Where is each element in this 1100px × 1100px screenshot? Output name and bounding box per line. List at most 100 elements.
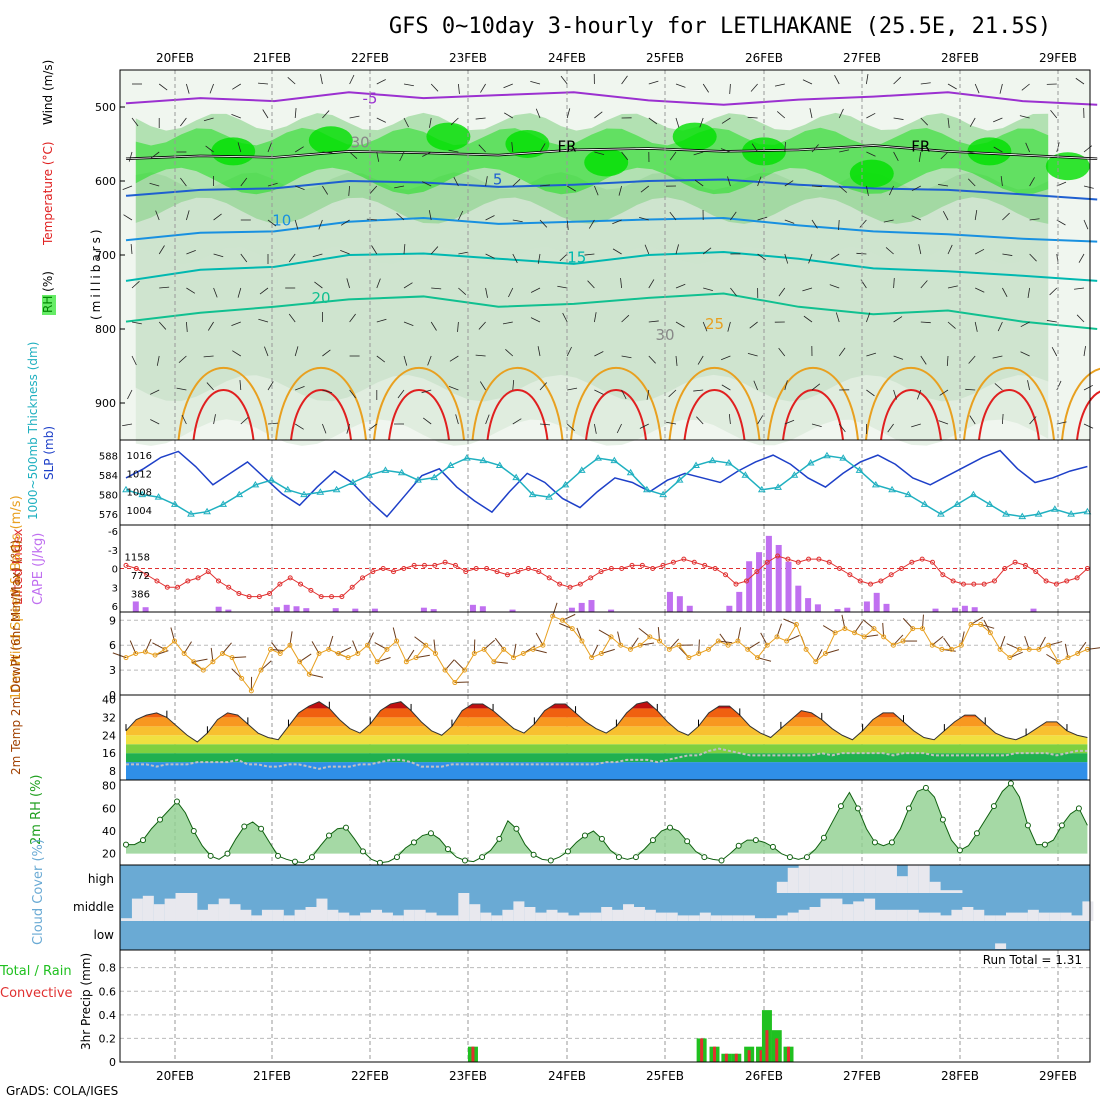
rh2m-marker [684, 838, 691, 845]
wind-barb [975, 287, 985, 293]
wind-speed-marker [764, 642, 770, 648]
wind-barb [267, 422, 278, 425]
cloud-cell [677, 915, 689, 921]
wind-speed-marker [676, 642, 682, 648]
thickness-tick: 576 [99, 510, 118, 521]
cloud-cell [842, 865, 854, 893]
cloud-cell [568, 915, 580, 921]
cape-bar [873, 592, 880, 612]
cloud-cell [381, 912, 393, 921]
wind-speed-marker [1055, 659, 1061, 665]
wind-speed-marker [365, 642, 371, 648]
rh-band [135, 246, 1049, 446]
pressure-tick: 700 [95, 249, 116, 262]
wind-barb [587, 280, 595, 289]
rh2m-marker [444, 846, 451, 853]
wind-barb [702, 83, 709, 93]
wind-barb [889, 185, 894, 196]
thickness-marker [953, 500, 962, 507]
wind-barb [703, 287, 713, 291]
wind-barb [753, 380, 758, 391]
cloud-cell [798, 909, 810, 921]
wind-speed-marker [919, 626, 925, 632]
cloud-cell [251, 915, 263, 921]
wind-barb [757, 176, 762, 187]
wind-barb [621, 151, 629, 161]
wind-speed-marker [423, 642, 429, 648]
cloud-cell [338, 912, 350, 921]
wind-barb [648, 355, 656, 364]
cape-bar [371, 608, 378, 612]
wind-barb [530, 317, 541, 323]
cross-ylabel: (millibars) [89, 226, 103, 320]
wind-barb [567, 387, 578, 391]
rh2m-marker [666, 824, 673, 831]
wind-barb [539, 143, 546, 153]
wind-barb [231, 321, 241, 326]
cloud-cell [721, 915, 733, 921]
precip-conv-bar [765, 1030, 769, 1062]
cape-bar [726, 605, 733, 612]
li-line [125, 555, 1088, 598]
wind-barb [1002, 253, 1013, 256]
li-marker [401, 566, 407, 571]
rh2m-marker [701, 854, 708, 861]
li-marker [185, 578, 191, 584]
li-marker [837, 566, 843, 571]
wind-barb [178, 355, 187, 363]
rh2m-marker [990, 803, 997, 810]
wind-barb [240, 253, 248, 263]
wind-barb [1083, 384, 1094, 391]
cloud-cell [164, 898, 176, 921]
wind-barb [1083, 185, 1094, 189]
wind-speed-marker [297, 659, 303, 665]
wind-barb [422, 417, 432, 425]
wind-barb [612, 219, 622, 225]
cape-bar [746, 561, 753, 612]
wind-barb [675, 321, 685, 328]
wind-barb [784, 219, 795, 224]
cloud-cell [787, 912, 799, 921]
thickness-marker [904, 490, 913, 498]
li-marker [432, 562, 438, 568]
wind-barb [349, 313, 356, 323]
li-tick: -3 [108, 546, 118, 557]
wind-speed-marker [560, 617, 565, 623]
thickness-marker [610, 456, 619, 464]
li-marker [123, 562, 129, 568]
wind-barb [485, 176, 488, 187]
precip-frame [119, 949, 1091, 1063]
cape-bar [1030, 608, 1037, 612]
cloud-cell [590, 912, 602, 921]
cape-bar [225, 609, 232, 612]
wind-barb [267, 381, 274, 391]
cloud-cell [327, 909, 339, 921]
temp-contour-25 [275, 367, 367, 441]
wind-barb [457, 321, 459, 332]
wind-barb [694, 179, 704, 187]
wind-barb [376, 79, 386, 85]
cloud-cell [458, 893, 470, 921]
cloud-cell [121, 918, 132, 921]
li-marker [246, 594, 252, 600]
wind-barb [802, 287, 813, 292]
wind-barb [784, 419, 795, 425]
wind-barb [429, 117, 432, 128]
wind-barb [458, 210, 464, 221]
wind-tick: 6 [109, 639, 116, 652]
wind-barb [992, 355, 1003, 359]
thickness-marker [251, 480, 260, 488]
date-label-bottom: 25FEB [646, 1069, 684, 1083]
wind-barb [830, 253, 840, 260]
cloud-cell [875, 909, 887, 921]
precip-axis-label: 3hr Precip (mm) [79, 953, 93, 1050]
wind-barb [231, 114, 241, 119]
li-marker [318, 594, 324, 600]
wind-barb [539, 382, 547, 391]
wind-barb [648, 117, 658, 125]
cloud-cell [502, 909, 514, 921]
rh2m-tick: 60 [102, 802, 116, 815]
wind-speed-marker [745, 646, 751, 652]
thickness-marker [741, 471, 750, 478]
rh2m-marker [479, 854, 486, 861]
